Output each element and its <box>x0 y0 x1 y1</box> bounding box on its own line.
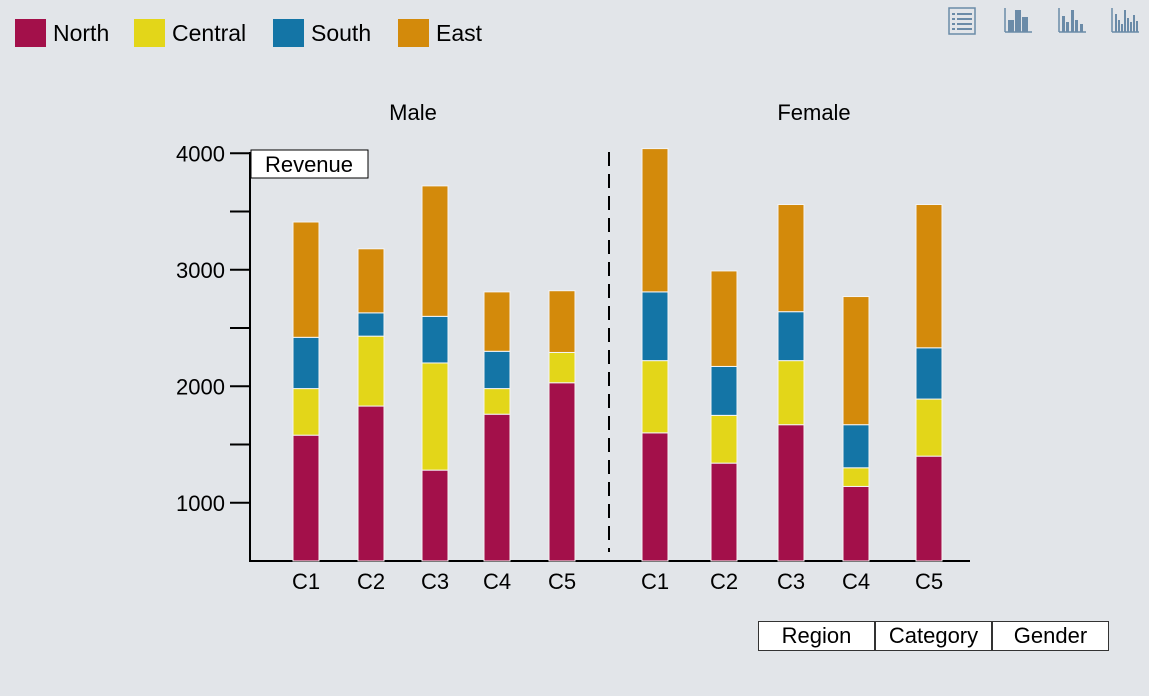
table-view-icon[interactable] <box>947 6 977 36</box>
bar-segment-north[interactable] <box>777 424 805 562</box>
bar-segment-north[interactable] <box>842 485 870 562</box>
legend-label-south: South <box>311 20 372 46</box>
bar-segment-east[interactable] <box>483 291 511 352</box>
bar-segment-south[interactable] <box>915 347 943 400</box>
x-tick-label: C4 <box>842 569 870 594</box>
x-tick-label: C4 <box>483 569 511 594</box>
panel-title-male: Male <box>389 100 437 125</box>
x-tick-labels: C1 C2 C3 C4 C5 C1 C2 C3 C4 C5 <box>292 569 943 594</box>
bar-segment-central[interactable] <box>421 362 449 471</box>
dense-bar-chart-icon[interactable] <box>1110 6 1140 36</box>
bar-segment-south[interactable] <box>421 315 449 364</box>
x-tick-label: C5 <box>548 569 576 594</box>
bar-segment-east[interactable] <box>641 148 669 293</box>
bar-segment-central[interactable] <box>710 414 738 464</box>
legend-label-north: North <box>53 20 110 46</box>
x-tick-label: C2 <box>710 569 738 594</box>
bar-segment-east[interactable] <box>777 204 805 313</box>
legend-swatch-south <box>273 19 304 47</box>
legend-label-east: East <box>436 20 483 46</box>
bar-segment-north[interactable] <box>483 413 511 562</box>
bar-segment-east[interactable] <box>357 248 385 314</box>
grouped-bar-chart-icon[interactable] <box>1057 6 1087 36</box>
y-axis-label-box <box>250 149 369 179</box>
bar-segment-central[interactable] <box>641 360 669 434</box>
bar-segment-north[interactable] <box>710 462 738 562</box>
bar-segment-east[interactable] <box>710 270 738 367</box>
bar-segment-south[interactable] <box>710 365 738 416</box>
x-tick-label: C3 <box>777 569 805 594</box>
gender-button[interactable]: Gender <box>992 621 1109 651</box>
y-tick-label: 2000 <box>176 374 225 399</box>
x-tick-label: C1 <box>641 569 669 594</box>
bar-segment-east[interactable] <box>915 204 943 349</box>
bars <box>292 148 943 562</box>
panel-title-female: Female <box>777 100 850 125</box>
bar-segment-east[interactable] <box>842 296 870 426</box>
bar-segment-central[interactable] <box>292 388 320 436</box>
bar-segment-south[interactable] <box>357 312 385 337</box>
bar-chart-icon[interactable] <box>1003 6 1033 36</box>
legend-label-central: Central <box>172 20 247 46</box>
bar-segment-north[interactable] <box>548 382 576 562</box>
legend-swatch-north <box>15 19 46 47</box>
bar-segment-north[interactable] <box>641 432 669 562</box>
bar-segment-east[interactable] <box>421 185 449 317</box>
region-button[interactable]: Region <box>758 621 875 651</box>
x-tick-label: C1 <box>292 569 320 594</box>
bar-segment-central[interactable] <box>357 335 385 407</box>
bar-segment-central[interactable] <box>548 351 576 384</box>
bar-segment-north[interactable] <box>421 469 449 562</box>
x-tick-label: C2 <box>357 569 385 594</box>
y-tick-label: 3000 <box>176 258 225 283</box>
bar-segment-south[interactable] <box>641 291 669 362</box>
legend-swatch-central <box>134 19 165 47</box>
y-ticks: 1000 2000 3000 4000 <box>176 141 250 516</box>
bar-segment-south[interactable] <box>292 336 320 390</box>
bar-segment-central[interactable] <box>777 360 805 426</box>
bar-segment-central[interactable] <box>915 398 943 457</box>
bar-segment-south[interactable] <box>842 424 870 469</box>
y-tick-label: 1000 <box>176 491 225 516</box>
bar-segment-north[interactable] <box>357 405 385 562</box>
bar-segment-central[interactable] <box>483 388 511 415</box>
bar-segment-central[interactable] <box>842 467 870 487</box>
bar-segment-east[interactable] <box>548 290 576 353</box>
category-button[interactable]: Category <box>875 621 992 651</box>
bar-segment-north[interactable] <box>292 434 320 562</box>
bar-segment-north[interactable] <box>915 455 943 562</box>
y-axis-label: Revenue <box>265 152 353 177</box>
x-tick-label: C3 <box>421 569 449 594</box>
bar-segment-south[interactable] <box>777 311 805 362</box>
legend-swatch-east <box>398 19 429 47</box>
bar-segment-east[interactable] <box>292 221 320 338</box>
bar-segment-south[interactable] <box>483 350 511 390</box>
x-tick-label: C5 <box>915 569 943 594</box>
chart-toolbar <box>0 6 1149 36</box>
y-tick-label: 4000 <box>176 141 225 166</box>
